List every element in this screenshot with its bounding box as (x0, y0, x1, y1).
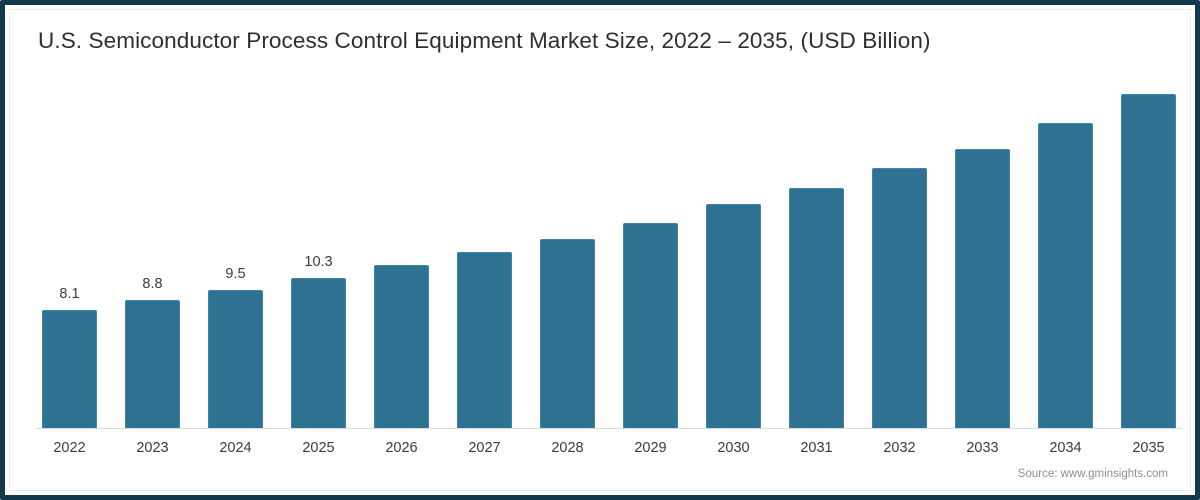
bar-slot (706, 72, 761, 428)
bar-slot (374, 72, 429, 428)
bar[interactable] (1038, 122, 1093, 428)
x-tick-label: 2023 (136, 440, 169, 456)
bar-slot (789, 72, 844, 428)
x-axis-tick-labels: 2022 2023 2024 2025 2026 2027 2028 2029 2030 2031… (36, 434, 1182, 464)
bar[interactable] (623, 223, 678, 428)
bar-slot: 9.5 (208, 72, 263, 428)
bar-value-label: 10.3 (304, 254, 333, 271)
bar-slot (623, 72, 678, 428)
x-tick-label: 2022 (53, 440, 86, 456)
x-tick-label: 2033 (966, 440, 999, 456)
bar-slot: 8.1 (42, 72, 97, 428)
x-tick-label: 2027 (468, 440, 501, 456)
bar[interactable] (125, 300, 180, 428)
bar[interactable] (291, 278, 346, 428)
bar-slot (955, 72, 1010, 428)
x-tick-label: 2030 (717, 440, 750, 456)
x-tick-label: 2028 (551, 440, 584, 456)
bar-value-label: 8.8 (142, 276, 163, 293)
bar-slot (540, 72, 595, 428)
bar[interactable] (1121, 93, 1176, 428)
bar[interactable] (42, 310, 97, 428)
bar[interactable] (374, 265, 429, 428)
x-tick-label: 2032 (883, 440, 916, 456)
bar-slot (1038, 72, 1093, 428)
x-tick-label: 2025 (302, 440, 335, 456)
bar[interactable] (706, 204, 761, 428)
chart-canvas: U.S. Semiconductor Process Control Equip… (9, 9, 1191, 491)
x-tick-label: 2029 (634, 440, 667, 456)
bar[interactable] (208, 289, 263, 428)
bar-slot (872, 72, 927, 428)
x-tick-label: 2024 (219, 440, 252, 456)
x-axis-line (36, 428, 1182, 429)
bar[interactable] (955, 149, 1010, 428)
bar-slot: 8.8 (125, 72, 180, 428)
source-note: Source: www.gminsights.com (1017, 468, 1168, 480)
bar-slot (457, 72, 512, 428)
bar[interactable] (789, 188, 844, 428)
bar[interactable] (540, 239, 595, 428)
bar[interactable] (872, 167, 927, 428)
bar[interactable] (457, 252, 512, 428)
x-tick-label: 2026 (385, 440, 418, 456)
bar-value-label: 9.5 (225, 265, 246, 282)
bar-slot: 10.3 (291, 72, 346, 428)
bar-value-label: 8.1 (59, 286, 80, 303)
bar-slot (1121, 72, 1176, 428)
x-tick-label: 2034 (1049, 440, 1082, 456)
bar-series: 8.1 8.8 9.5 10.3 (36, 72, 1182, 428)
plot-area: 8.1 8.8 9.5 10.3 (36, 72, 1182, 428)
x-tick-label: 2031 (800, 440, 833, 456)
x-tick-label: 2035 (1132, 440, 1165, 456)
chart-title: U.S. Semiconductor Process Control Equip… (38, 28, 931, 53)
